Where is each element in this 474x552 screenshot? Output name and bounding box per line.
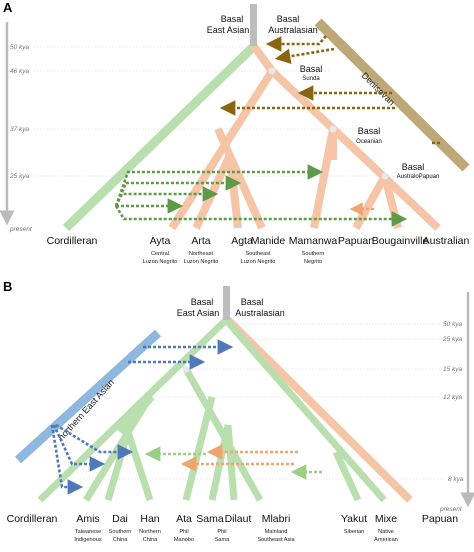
label-basal-east-asian-b-1: Basal: [191, 297, 214, 307]
panel-a: A 50 kya 46 kya 37 kya 25 kya present De…: [0, 0, 470, 265]
label-basal-sunda-1: Basal: [300, 64, 323, 74]
node-15kya: [182, 365, 190, 373]
tip-ata: Ata: [176, 513, 192, 525]
tip-han-sub1: Northern: [139, 529, 161, 535]
tip-mixe-sub1: Native: [378, 529, 394, 535]
tip-amis-sub2: Indigenous: [74, 537, 102, 543]
root-stem-b: [223, 286, 230, 320]
australopapuan-node: [381, 172, 389, 180]
tip-australian: Australian: [423, 235, 470, 247]
tip-dilaut-sub2: Sama: [215, 537, 231, 543]
tip-ata-sub1: Phil: [179, 529, 188, 535]
tip-yakut: Yakut: [341, 513, 367, 525]
label-basal-oceanian-1: Basal: [358, 126, 381, 136]
denisovan-branch: [314, 18, 470, 172]
tip-mamanwa: Mamanwa: [289, 235, 338, 247]
tip-dai: Dai: [112, 513, 128, 525]
label-basal-sunda-2: Sunda: [302, 76, 320, 82]
tip-amis-sub1: Taiwanese: [75, 529, 101, 535]
tip-dai-sub1: Southern: [109, 529, 132, 535]
label-basal-australasian-b-2: Australasian: [235, 308, 285, 318]
denisovan-admixture-arrows: [219, 35, 440, 145]
panel-a-letter: A: [3, 0, 13, 15]
time-label-present-b: present: [439, 506, 463, 513]
tip-han: Han: [140, 513, 159, 525]
east-asian-admixture-arrows-a: [114, 164, 408, 227]
tip-bougainville: Bougainville: [372, 235, 429, 247]
tip-yakut-sub1: Siberian: [344, 529, 365, 535]
time-label-50kya: 50 kya: [10, 44, 30, 51]
tip-han-sub2: China: [143, 537, 159, 543]
tip-dai-sub2: China: [113, 537, 129, 543]
tip-dilaut: Dilaut: [225, 513, 252, 525]
tip-mixe-sub2: American: [374, 537, 398, 543]
tip-cordilleran-a: Cordilleran: [47, 235, 98, 247]
label-basal-australasian-a-2: Australasian: [268, 25, 318, 35]
tip-ayta: Ayta: [150, 235, 171, 247]
tip-arta: Arta: [191, 235, 210, 247]
time-label-25kya-b: 25 kya: [442, 336, 463, 343]
time-label-12kya-b: 12 kya: [443, 394, 463, 401]
time-label-8kya-b: 8 kya: [448, 476, 464, 483]
root-stem-a: [250, 4, 257, 46]
east-asian-branch-a: [62, 43, 257, 232]
tip-mamanwa-sub2: Negrito: [304, 259, 322, 265]
tip-ayta-sub1: Central: [151, 251, 169, 257]
tip-papuan-a: Papuan: [338, 235, 374, 247]
time-label-46kya: 46 kya: [10, 68, 30, 75]
label-basal-australopapuan-2: AustraloPapuan: [397, 174, 440, 180]
australasian-admixture-arrows-b: [180, 444, 298, 472]
label-basal-australasian-b-1: Basal: [241, 297, 264, 307]
panel-b-letter: B: [3, 279, 12, 294]
label-basal-australopapuan-1: Basal: [402, 162, 425, 172]
australasian-branch-b: [225, 317, 413, 503]
tip-manide: Manide: [251, 235, 286, 247]
time-label-50kya-b: 50 kya: [443, 321, 463, 328]
tip-mamanwa-sub1: Southern: [302, 251, 325, 257]
tip-dilaut-sub1: Phil: [217, 529, 226, 535]
tip-amis: Amis: [76, 513, 99, 525]
tip-sama: Sama: [196, 513, 224, 525]
label-basal-australasian-a-1: Basal: [277, 14, 300, 24]
time-label-37kya: 37 kya: [10, 126, 30, 133]
panel-b: B 50 kya 25 kya 15 kya 12 kya 8 kya pres…: [3, 279, 474, 543]
sunda-node: [268, 67, 276, 75]
oceanian-node: [329, 125, 337, 133]
tip-mlabri: Mlabri: [262, 513, 291, 525]
label-basal-east-asian-a-1: Basal: [221, 14, 244, 24]
tip-cordilleran-b: Cordilleran: [7, 513, 58, 525]
tip-manide-sub2: Luzon Negrito: [241, 259, 276, 265]
northern-admixture-arrows: [50, 339, 234, 495]
time-label-25kya: 25 kya: [9, 173, 30, 180]
time-label-15kya-b: 15 kya: [443, 366, 463, 373]
label-basal-east-asian-b-2: East Asian: [177, 308, 220, 318]
label-basal-oceanian-2: Oceanian: [356, 139, 382, 145]
tip-ayta-sub2: Luzon Negrito: [143, 259, 178, 265]
tip-manide-sub1: Southeast: [245, 251, 271, 257]
tip-mlabri-sub1: Mainland: [265, 529, 288, 535]
east-asian-admixture-arrows-b: [144, 446, 322, 480]
tip-ata-sub2: Manobo: [174, 537, 194, 543]
tip-mixe: Mixe: [375, 513, 397, 525]
northern-east-asian-branch: [14, 329, 162, 464]
tip-mlabri-sub2: Southeast Asia: [257, 537, 295, 543]
tip-agta: Agta: [231, 235, 253, 247]
time-label-present: present: [9, 226, 33, 233]
label-basal-east-asian-a-2: East Asian: [207, 25, 250, 35]
tip-arta-sub1: Northeast: [189, 251, 214, 257]
tip-papuan-b: Papuan: [422, 513, 458, 525]
tip-arta-sub2: Luzon Negrito: [184, 259, 219, 265]
